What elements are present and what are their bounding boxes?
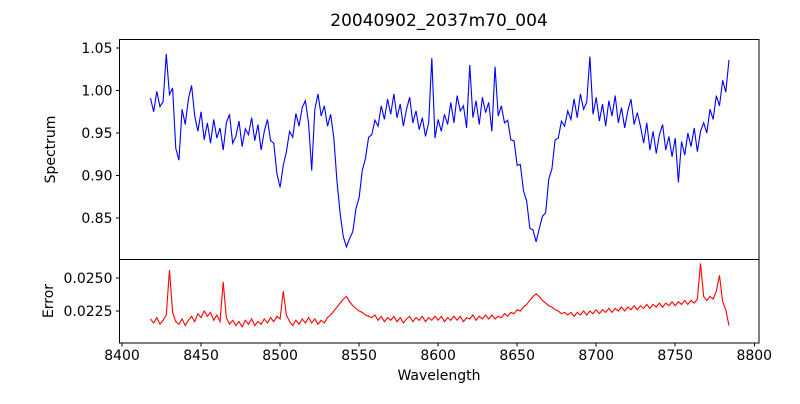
x-tick-label: 8550: [341, 348, 377, 364]
plot-layer: 0.85 0.90 0.95 1.00 1.05 0.0225 0.0250 8400 8450…: [64, 39, 772, 364]
x-tick-label: 8500: [262, 348, 298, 364]
y-tick-label: 0.0225: [64, 304, 113, 320]
x-tick-label: 8800: [736, 348, 772, 364]
chart-title: 20040902_2037m70_004: [330, 11, 547, 31]
y-tick-label: 1.00: [81, 84, 112, 100]
y-tick-label: 1.05: [81, 41, 112, 57]
x-tick-label: 8400: [104, 348, 140, 364]
x-tick-label: 8650: [499, 348, 535, 364]
spectrum-line: [149, 53, 730, 249]
error-panel: [119, 259, 760, 344]
x-tick-label: 8600: [420, 348, 456, 364]
x-tick-label: 8750: [657, 348, 693, 364]
y-tick-label: 0.90: [81, 169, 112, 185]
x-tick-label: 8450: [183, 348, 219, 364]
spectrum-y-axis-label: Spectrum: [43, 116, 59, 184]
error-line: [150, 263, 730, 329]
x-tick-label: 8700: [578, 348, 614, 364]
spectrum-panel: [119, 39, 760, 260]
y-tick-label: 0.85: [81, 211, 112, 227]
y-tick-label: 0.95: [81, 126, 112, 142]
x-axis-label: Wavelength: [397, 368, 480, 384]
y-tick-label: 0.0250: [64, 271, 113, 287]
error-y-axis-label: Error: [41, 284, 57, 318]
